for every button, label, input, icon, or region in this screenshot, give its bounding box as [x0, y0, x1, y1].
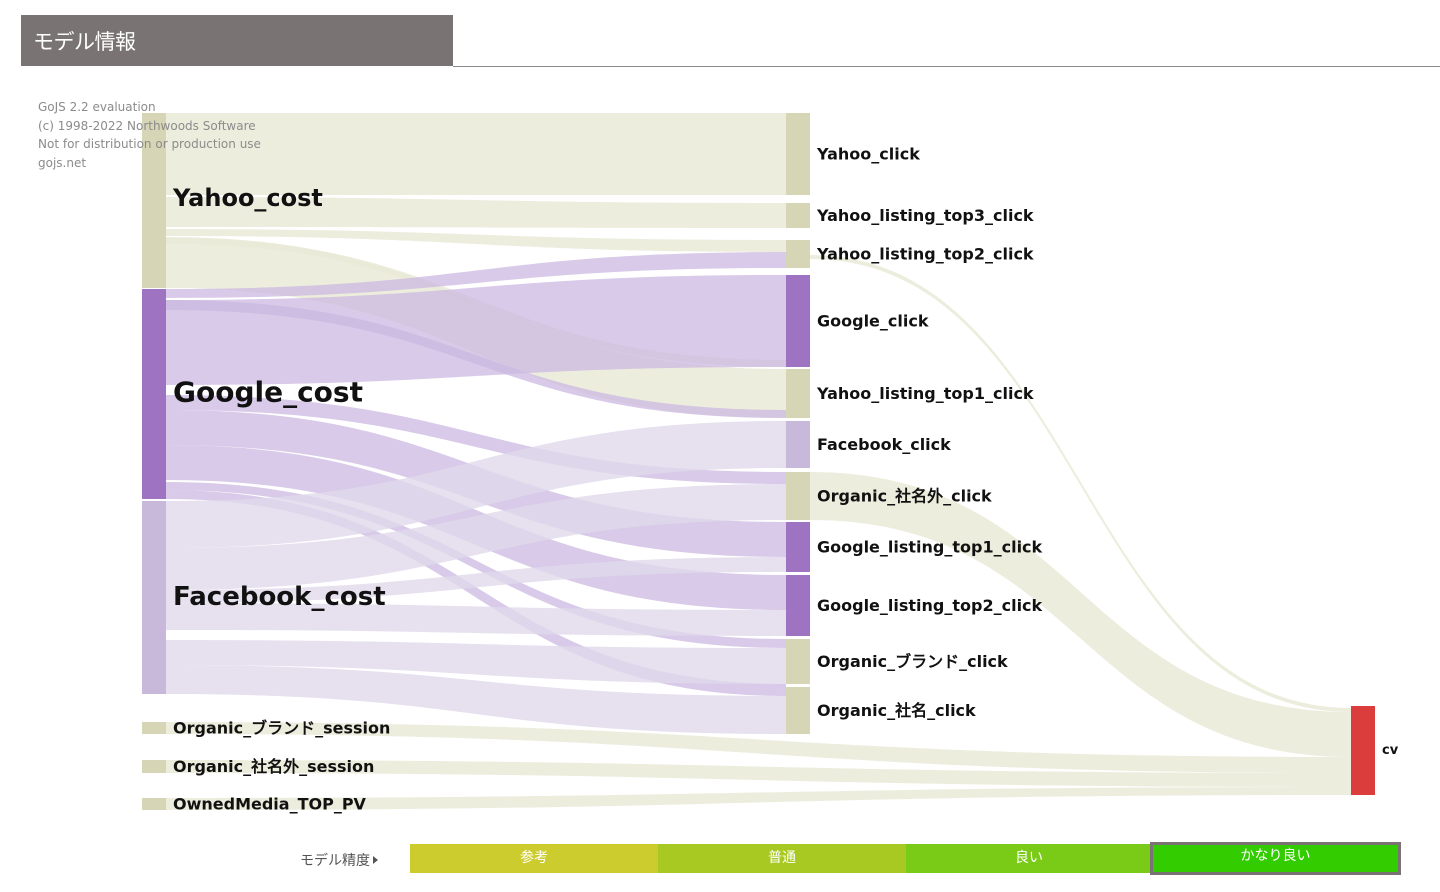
sankey-link[interactable] — [166, 113, 786, 195]
sankey-links — [166, 113, 1351, 810]
watermark-line: Not for distribution or production use — [38, 137, 261, 151]
sankey-node-OwnedMedia_TOP_PV[interactable] — [142, 798, 166, 810]
sankey-node-Organic_nonname_session[interactable] — [142, 760, 166, 773]
sankey-link[interactable] — [166, 787, 1351, 810]
sankey-node-Organic_brand_session[interactable] — [142, 722, 166, 734]
sankey-link[interactable] — [166, 557, 786, 603]
sankey-link[interactable] — [166, 482, 786, 648]
sankey-node-Google_click[interactable] — [786, 275, 810, 367]
sankey-node-label: Facebook_cost — [173, 582, 386, 612]
sankey-node-Organic_nonname_click[interactable] — [786, 472, 810, 520]
sankey-link[interactable] — [166, 229, 786, 252]
model-accuracy-label-text: モデル精度 — [300, 853, 370, 869]
sankey-node-Google_listing_top2_click[interactable] — [786, 575, 810, 636]
sankey-node-label: Yahoo_listing_top2_click — [816, 245, 1034, 264]
gojs-watermark: GoJS 2.2 evaluation (c) 1998-2022 Northw… — [38, 98, 261, 172]
sankey-link[interactable] — [810, 472, 1351, 757]
sankey-link[interactable] — [810, 255, 1351, 712]
header-divider — [453, 66, 1440, 67]
section-title: モデル情報 — [33, 30, 136, 54]
sankey-node-label: Yahoo_click — [816, 145, 920, 164]
accuracy-segment-reference[interactable]: 参考 — [410, 844, 658, 873]
accuracy-segment-normal[interactable]: 普通 — [658, 844, 906, 873]
sankey-node-label: Yahoo_listing_top1_click — [816, 384, 1034, 403]
sankey-link[interactable] — [166, 665, 786, 734]
sankey-node-label: Organic_社名外_click — [817, 487, 992, 506]
sankey-node-label: Organic_ブランド_session — [173, 719, 390, 738]
caret-right-icon — [373, 856, 378, 864]
sankey-node-Yahoo_listing_top2_click[interactable] — [786, 240, 810, 268]
accuracy-segment-very-good[interactable]: かなり良い — [1150, 842, 1401, 875]
sankey-node-Google_listing_top1_click[interactable] — [786, 522, 810, 572]
sankey-node-label: Organic_社名_click — [817, 701, 976, 720]
sankey-node-label: Google_cost — [173, 376, 363, 409]
sankey-node-Yahoo_listing_top1_click[interactable] — [786, 369, 810, 418]
sankey-node-Facebook_cost[interactable] — [142, 501, 166, 694]
sankey-link[interactable] — [166, 421, 786, 548]
sankey-node-label: Facebook_click — [817, 435, 951, 454]
sankey-node-label: Organic_社名外_session — [173, 757, 374, 776]
sankey-link[interactable] — [166, 722, 1351, 773]
sankey-link[interactable] — [166, 490, 786, 696]
sankey-node-Facebook_click[interactable] — [786, 421, 810, 468]
accuracy-segment-good[interactable]: 良い — [906, 844, 1152, 873]
watermark-line: gojs.net — [38, 155, 87, 170]
section-header: モデル情報 — [21, 15, 453, 66]
sankey-link[interactable] — [166, 484, 786, 590]
sankey-node-label: Organic_ブランド_click — [817, 652, 1008, 671]
sankey-node-Yahoo_cost[interactable] — [142, 113, 166, 288]
sankey-link[interactable] — [166, 640, 786, 684]
sankey-node-Organic_brand_click[interactable] — [786, 639, 810, 684]
sankey-link[interactable] — [166, 760, 1351, 787]
sankey-node-cv[interactable] — [1351, 706, 1375, 795]
watermark-line: (c) 1998-2022 Northwoods Software — [38, 118, 256, 133]
sankey-node-label: Google_click — [817, 312, 929, 331]
model-accuracy-legend: モデル精度 参考 普通 良い かなり良い — [300, 842, 1410, 875]
sankey-node-label: cv — [1382, 743, 1399, 758]
sankey-link[interactable] — [166, 603, 786, 636]
sankey-link[interactable] — [166, 197, 786, 228]
sankey-node-Yahoo_click[interactable] — [786, 113, 810, 195]
sankey-link[interactable] — [166, 252, 786, 298]
sankey-node-label: Yahoo_listing_top3_click — [816, 206, 1034, 225]
sankey-link[interactable] — [166, 300, 786, 418]
model-accuracy-label: モデル精度 — [300, 850, 378, 870]
sankey-node-Yahoo_listing_top3_click[interactable] — [786, 203, 810, 228]
sankey-link[interactable] — [166, 275, 786, 385]
sankey-node-Google_cost[interactable] — [142, 289, 166, 499]
sankey-node-label: Yahoo_cost — [172, 184, 323, 212]
sankey-node-Organic_name_click[interactable] — [786, 687, 810, 734]
sankey-node-label: Google_listing_top2_click — [817, 596, 1043, 615]
sankey-nodes: Yahoo_cost Google_cost Facebook_cost Organi… — [142, 113, 1399, 814]
sankey-node-label: OwnedMedia_TOP_PV — [173, 795, 367, 814]
sankey-link[interactable] — [166, 395, 786, 484]
sankey-node-label: Google_listing_top1_click — [817, 538, 1043, 557]
watermark-line: GoJS 2.2 evaluation — [38, 100, 156, 114]
